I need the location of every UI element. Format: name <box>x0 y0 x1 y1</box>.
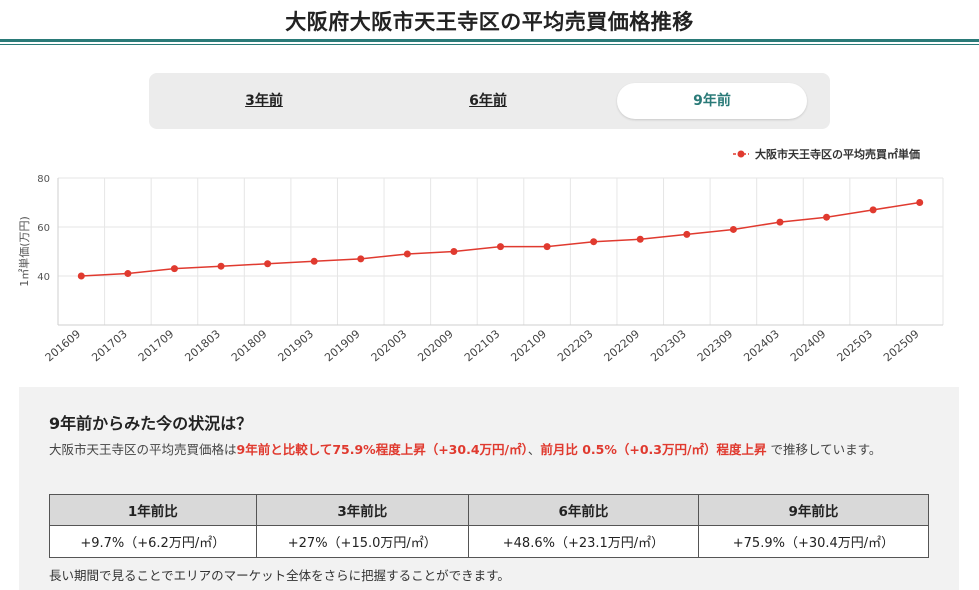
summary-text-suffix: で推移しています。 <box>766 442 882 457</box>
page-title: 大阪府大阪市天王寺区の平均売買価格推移 <box>285 10 694 34</box>
y-tick-label: 60 <box>37 223 50 234</box>
table-row: +9.7%（+6.2万円/㎡） +27%（+15.0万円/㎡） +48.6%（+… <box>49 525 930 558</box>
summary-footnote: 長い期間で見ることでエリアのマーケット全体をさらに把握することができます。 <box>49 568 510 583</box>
x-tick-label: 202209 <box>602 327 643 364</box>
data-point <box>776 218 784 226</box>
data-point <box>170 265 178 273</box>
x-tick-label: 201709 <box>136 327 177 364</box>
y-axis-title: 1㎡単価(万円) <box>17 216 31 287</box>
x-tick-label: 202509 <box>881 327 922 364</box>
x-tick-label: 202303 <box>648 327 689 364</box>
x-tick-label: 201909 <box>322 327 363 364</box>
title-divider-thin <box>0 44 979 45</box>
table-header: 6年前比 <box>467 494 699 526</box>
summary-text-separator: 、 <box>527 442 541 457</box>
data-point <box>590 238 598 246</box>
price-chart: 40 60 80 1㎡単価(万円) 201609 201703 201709 201803 20… <box>0 140 979 380</box>
legend-label: 大阪市天王寺区の平均売買㎡単価 <box>755 147 920 161</box>
summary-heading: 9年前からみた今の状況は？ <box>49 414 253 433</box>
table-header: 3年前比 <box>255 494 469 526</box>
table-header: 9年前比 <box>697 494 930 526</box>
legend-marker <box>737 150 745 158</box>
x-tick-label: 202503 <box>835 327 876 364</box>
y-tick-label: 80 <box>37 174 50 185</box>
table-cell: +27%（+15.0万円/㎡） <box>255 525 469 558</box>
x-tick-label: 201809 <box>229 327 270 364</box>
data-point <box>403 250 411 258</box>
data-point <box>869 206 877 214</box>
tab-3-years[interactable]: 3年前 <box>245 93 283 109</box>
table-header-row: 1年前比 3年前比 6年前比 9年前比 <box>49 494 930 526</box>
x-tick-label: 202203 <box>555 327 596 364</box>
comparison-table: 1年前比 3年前比 6年前比 9年前比 +9.7%（+6.2万円/㎡） +27%… <box>49 494 930 558</box>
data-point <box>310 257 318 265</box>
summary-panel: 9年前からみた今の状況は？ 大阪市天王寺区の平均売買価格は9年前と比較して75.… <box>19 387 959 590</box>
data-point <box>357 255 365 263</box>
x-tick-label: 201609 <box>43 327 84 364</box>
x-tick-label: 202103 <box>462 327 503 364</box>
x-tick-label: 202109 <box>508 327 549 364</box>
x-tick-label: 202003 <box>369 327 410 364</box>
data-point <box>264 260 272 268</box>
y-tick-label: 40 <box>37 272 50 283</box>
x-tick-label: 201803 <box>182 327 223 364</box>
summary-highlight-mom: 前月比 0.5%（+0.3万円/㎡）程度上昇 <box>540 442 767 457</box>
data-point <box>823 213 831 221</box>
data-point <box>77 272 85 280</box>
data-point <box>497 243 504 251</box>
x-tick-label: 202409 <box>788 327 829 364</box>
summary-text: 大阪市天王寺区の平均売買価格は9年前と比較して75.9%程度上昇（+30.4万円… <box>49 439 939 461</box>
summary-text-prefix: 大阪市天王寺区の平均売買価格は <box>49 442 237 457</box>
table-cell: +75.9%（+30.4万円/㎡） <box>697 525 930 558</box>
data-point <box>683 230 691 238</box>
summary-highlight-9y: 9年前と比較して75.9%程度上昇（+30.4万円/㎡） <box>236 442 528 457</box>
tab-6-years[interactable]: 6年前 <box>469 93 507 109</box>
period-tabs: 3年前 6年前 9年前 <box>149 73 830 129</box>
table-header: 1年前比 <box>49 494 257 526</box>
tab-9-years[interactable]: 9年前 <box>617 83 807 119</box>
x-tick-label: 201703 <box>89 327 130 364</box>
x-tick-label: 202009 <box>415 327 456 364</box>
data-point <box>729 225 737 233</box>
table-cell: +9.7%（+6.2万円/㎡） <box>49 525 257 558</box>
x-tick-label: 202403 <box>741 327 782 364</box>
table-cell: +48.6%（+23.1万円/㎡） <box>467 525 699 558</box>
title-divider <box>0 39 979 42</box>
data-point <box>217 262 225 270</box>
data-point <box>916 199 924 206</box>
x-tick-label: 202309 <box>695 327 736 364</box>
x-tick-label: 201903 <box>276 327 317 364</box>
data-point <box>543 243 551 251</box>
series-line <box>81 201 920 277</box>
data-point <box>636 235 644 243</box>
data-point <box>450 248 458 255</box>
data-point <box>124 270 132 278</box>
